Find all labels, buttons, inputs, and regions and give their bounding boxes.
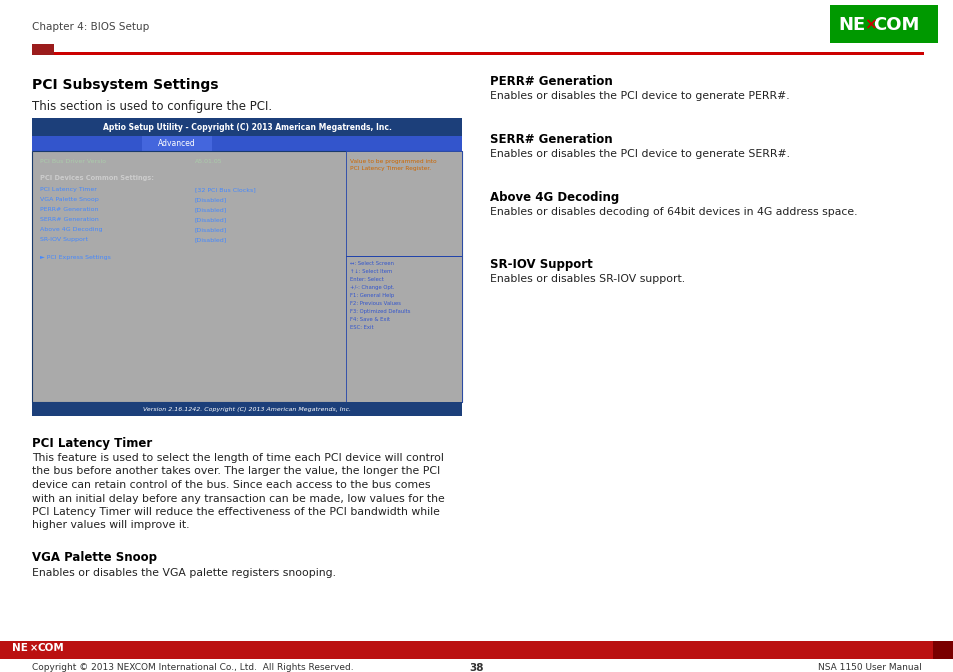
Text: Above 4G Decoding: Above 4G Decoding (490, 191, 618, 204)
Text: F3: Optimized Defaults: F3: Optimized Defaults (350, 309, 410, 314)
Text: Copyright © 2013 NEXCOM International Co., Ltd.  All Rights Reserved.: Copyright © 2013 NEXCOM International Co… (32, 663, 354, 672)
Text: device can retain control of the bus. Since each access to the bus comes: device can retain control of the bus. Si… (32, 480, 430, 490)
Text: SERR# Generation: SERR# Generation (40, 217, 99, 222)
Text: PERR# Generation: PERR# Generation (490, 75, 612, 88)
Text: with an initial delay before any transaction can be made, low values for the: with an initial delay before any transac… (32, 493, 444, 503)
Text: Enables or disables the PCI device to generate SERR#.: Enables or disables the PCI device to ge… (490, 149, 789, 159)
Text: Chapter 4: BIOS Setup: Chapter 4: BIOS Setup (32, 22, 149, 32)
Text: PCI Latency Timer will reduce the effectiveness of the PCI bandwidth while: PCI Latency Timer will reduce the effect… (32, 507, 439, 517)
Bar (32, 44, 54, 55)
Bar (32, 118, 461, 136)
Text: Enter: Select: Enter: Select (350, 278, 383, 282)
Text: Enables or disables SR-IOV support.: Enables or disables SR-IOV support. (490, 274, 684, 284)
Bar (32, 136, 461, 151)
Text: [32 PCI Bus Clocks]: [32 PCI Bus Clocks] (194, 187, 255, 192)
Text: ↑↓: Select Item: ↑↓: Select Item (350, 269, 392, 274)
Text: COM: COM (872, 16, 919, 34)
Text: Above 4G Decoding: Above 4G Decoding (40, 227, 102, 232)
Text: SR-IOV Support: SR-IOV Support (490, 258, 592, 271)
Text: PCI Devices Common Settings:: PCI Devices Common Settings: (40, 175, 153, 181)
Text: COM: COM (38, 643, 65, 653)
Text: ×: × (863, 17, 876, 32)
Text: Enables or disables the VGA palette registers snooping.: Enables or disables the VGA palette regi… (32, 568, 335, 578)
Text: ↔: Select Screen: ↔: Select Screen (350, 261, 394, 266)
Text: Enables or disables decoding of 64bit devices in 4G address space.: Enables or disables decoding of 64bit de… (490, 207, 857, 217)
Bar (32, 151, 461, 402)
Text: A5.01.05: A5.01.05 (194, 159, 222, 164)
Text: NSA 1150 User Manual: NSA 1150 User Manual (818, 663, 921, 672)
Text: F1: General Help: F1: General Help (350, 294, 394, 298)
Text: the bus before another takes over. The larger the value, the longer the PCI: the bus before another takes over. The l… (32, 466, 439, 476)
Text: PCI Latency Timer: PCI Latency Timer (32, 437, 152, 450)
Text: Version 2.16.1242. Copyright (C) 2013 American Megatrends, Inc.: Version 2.16.1242. Copyright (C) 2013 Am… (143, 407, 351, 411)
Text: This section is used to configure the PCI.: This section is used to configure the PC… (32, 100, 272, 113)
Text: This feature is used to select the length of time each PCI device will control: This feature is used to select the lengt… (32, 453, 443, 463)
Bar (829, 5, 937, 43)
Text: SERR# Generation: SERR# Generation (490, 133, 612, 146)
Text: VGA Palette Snoop: VGA Palette Snoop (40, 197, 99, 202)
Text: Value to be programmed into
PCI Latency Timer Register.: Value to be programmed into PCI Latency … (350, 159, 436, 171)
Text: higher values will improve it.: higher values will improve it. (32, 521, 190, 530)
Bar (32, 52, 923, 55)
Bar (346, 151, 461, 402)
Bar (32, 402, 461, 416)
Text: F4: Save & Exit: F4: Save & Exit (350, 317, 390, 323)
Text: Enables or disables the PCI device to generate PERR#.: Enables or disables the PCI device to ge… (490, 91, 789, 101)
Text: 38: 38 (469, 663, 484, 672)
Text: [Disabled]: [Disabled] (194, 227, 227, 232)
Text: PCI Latency Timer: PCI Latency Timer (40, 187, 97, 192)
Text: PERR# Generation: PERR# Generation (40, 207, 98, 212)
Text: [Disabled]: [Disabled] (194, 237, 227, 242)
Text: Advanced: Advanced (158, 139, 195, 148)
Text: [Disabled]: [Disabled] (194, 217, 227, 222)
Text: ► PCI Express Settings: ► PCI Express Settings (40, 255, 111, 260)
Text: VGA Palette Snoop: VGA Palette Snoop (32, 551, 157, 564)
Text: [Disabled]: [Disabled] (194, 197, 227, 202)
Text: PCI Subsystem Settings: PCI Subsystem Settings (32, 78, 218, 92)
Text: ×: × (30, 643, 38, 653)
Text: +/-: Change Opt.: +/-: Change Opt. (350, 286, 394, 290)
Text: Aptio Setup Utility - Copyright (C) 2013 American Megatrends, Inc.: Aptio Setup Utility - Copyright (C) 2013… (103, 122, 391, 132)
Text: SR-IOV Support: SR-IOV Support (40, 237, 88, 242)
Bar (932, 641, 953, 659)
Text: [Disabled]: [Disabled] (194, 207, 227, 212)
Text: ESC: Exit: ESC: Exit (350, 325, 374, 331)
Bar (0, 641, 953, 659)
Text: F2: Previous Values: F2: Previous Values (350, 302, 400, 306)
Text: NE: NE (12, 643, 28, 653)
Text: PCI Bus Driver Versio: PCI Bus Driver Versio (40, 159, 106, 164)
Text: NE: NE (837, 16, 864, 34)
Bar (142, 136, 212, 151)
